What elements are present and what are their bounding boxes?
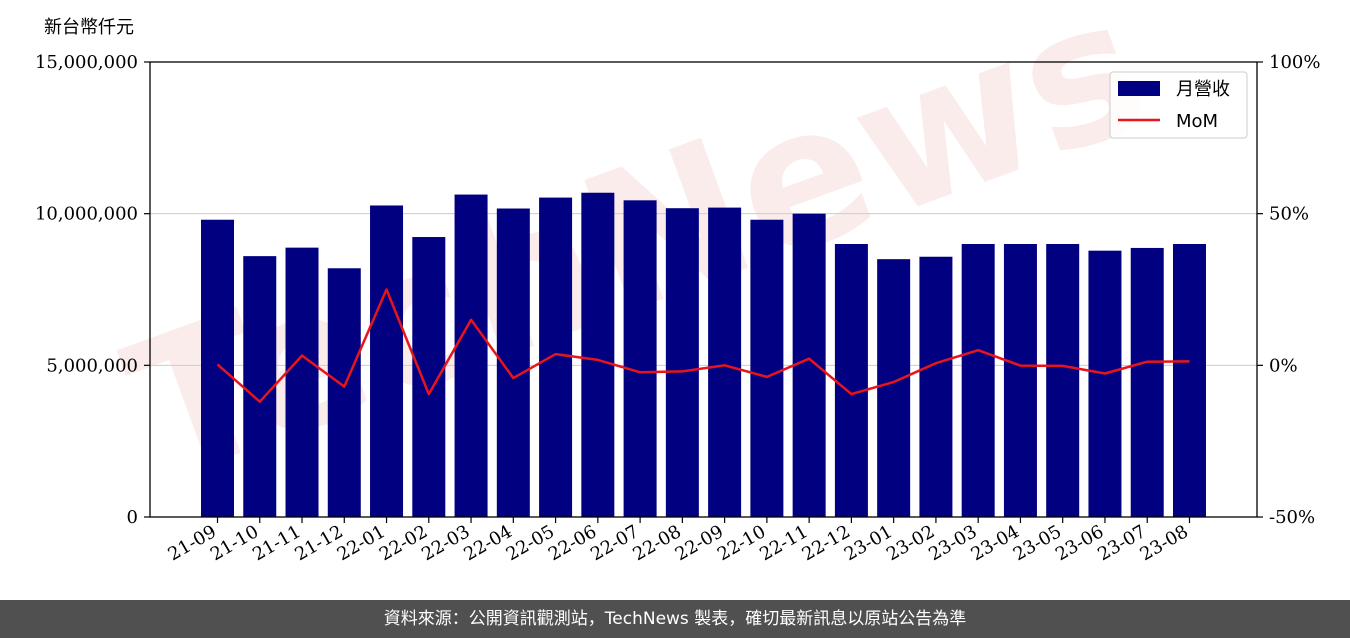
bar-23-08 (1172, 244, 1206, 517)
bar-22-03 (454, 194, 488, 517)
bar-23-04 (1003, 244, 1037, 517)
bar-22-08 (665, 208, 699, 517)
mom-line (216, 288, 1190, 403)
revenue-chart: TechNews 新台幣仟元 05,000,00010,000,00015,00… (35, 0, 1321, 565)
bar-23-07 (1130, 247, 1164, 517)
y-axis-left: 0 5,000,000 10,000,000 15,000,000 (35, 52, 150, 528)
bar-22-07 (623, 200, 657, 517)
bar-23-02 (919, 256, 953, 517)
bar-21-09 (201, 219, 234, 517)
y-tick-label: 5,000,000 (46, 355, 138, 376)
legend: 月營收 MoM (1109, 71, 1248, 139)
bar-21-12 (327, 268, 361, 517)
bar-21-11 (285, 247, 319, 517)
x-tick-label: 23-08 (1137, 521, 1192, 565)
source-footer: 資料來源：公開資訊觀測站，TechNews 製表，確切最新訊息以原站公告為準 (0, 600, 1350, 638)
bar-23-03 (961, 244, 995, 517)
y2-tick-label: 100% (1269, 52, 1320, 73)
bar-22-01 (370, 205, 404, 517)
y-tick-label: 15,000,000 (35, 52, 138, 73)
bar-22-10 (750, 219, 784, 517)
y-axis-right: -50% 0% 50% 100% (1257, 52, 1320, 528)
bar-21-10 (243, 256, 277, 517)
y2-tick-label: 50% (1269, 204, 1309, 225)
y-tick-label: 10,000,000 (35, 204, 138, 225)
mom-line-path (216, 288, 1190, 403)
bar-22-11 (792, 213, 826, 517)
bar-22-02 (412, 237, 446, 518)
legend-label-revenue: 月營收 (1176, 79, 1230, 100)
plot-frame (149, 61, 1258, 518)
bar-22-12 (834, 244, 868, 517)
y-tick-label: 0 (127, 507, 138, 528)
y2-tick-label: 0% (1269, 355, 1298, 376)
bar-22-09 (708, 207, 742, 517)
y2-tick-label: -50% (1269, 507, 1315, 528)
y-axis-unit-label: 新台幣仟元 (44, 17, 134, 38)
bar-23-05 (1046, 244, 1080, 517)
bar-22-05 (539, 197, 573, 517)
x-axis: 21-0921-1021-1121-1222-0122-0222-0322-04… (165, 517, 1192, 565)
legend-swatch-revenue (1118, 81, 1160, 96)
bar-23-06 (1088, 250, 1122, 517)
bar-22-06 (581, 192, 615, 517)
legend-label-mom: MoM (1176, 111, 1218, 132)
bars (201, 192, 1206, 518)
bar-23-01 (877, 259, 911, 517)
